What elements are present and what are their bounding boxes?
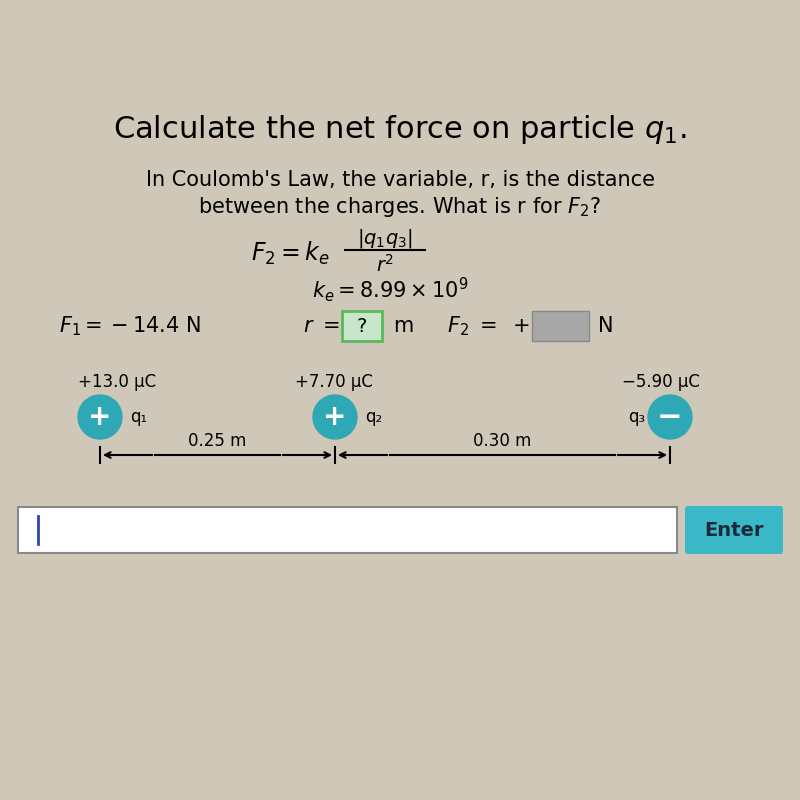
Text: N: N (598, 316, 614, 336)
Text: 0.30 m: 0.30 m (473, 432, 531, 450)
Text: $r\ =$: $r\ =$ (303, 316, 340, 336)
Text: +: + (323, 403, 346, 431)
Text: Enter: Enter (704, 521, 764, 539)
Text: +13.0 μC: +13.0 μC (78, 373, 156, 391)
Text: $r^2$: $r^2$ (376, 254, 394, 276)
Text: $F_1 = -14.4\ \mathrm{N}$: $F_1 = -14.4\ \mathrm{N}$ (59, 314, 201, 338)
Text: m: m (393, 316, 414, 336)
Text: In Coulomb's Law, the variable, r, is the distance: In Coulomb's Law, the variable, r, is th… (146, 170, 654, 190)
Text: between the charges. What is r for $F_2$?: between the charges. What is r for $F_2$… (198, 195, 602, 219)
Circle shape (78, 395, 122, 439)
Text: −5.90 μC: −5.90 μC (622, 373, 700, 391)
Circle shape (313, 395, 357, 439)
FancyBboxPatch shape (685, 506, 783, 554)
Circle shape (648, 395, 692, 439)
Text: $F_2 = k_e$: $F_2 = k_e$ (251, 239, 330, 266)
Text: 0.25 m: 0.25 m (188, 432, 246, 450)
FancyBboxPatch shape (342, 311, 382, 341)
Text: q₃: q₃ (628, 408, 645, 426)
Text: +7.70 μC: +7.70 μC (295, 373, 373, 391)
Text: q₁: q₁ (130, 408, 147, 426)
Text: q₂: q₂ (365, 408, 382, 426)
Text: ?: ? (357, 317, 367, 335)
Text: $k_e = 8.99 \times 10^9$: $k_e = 8.99 \times 10^9$ (312, 275, 468, 304)
Text: Calculate the net force on particle $q_1$.: Calculate the net force on particle $q_1… (114, 114, 686, 146)
Text: $|q_1q_3|$: $|q_1q_3|$ (357, 226, 413, 250)
FancyBboxPatch shape (18, 507, 677, 553)
Text: +: + (88, 403, 112, 431)
Text: $F_2\ =\ +$: $F_2\ =\ +$ (447, 314, 530, 338)
Text: −: − (658, 402, 682, 431)
FancyBboxPatch shape (532, 311, 589, 341)
